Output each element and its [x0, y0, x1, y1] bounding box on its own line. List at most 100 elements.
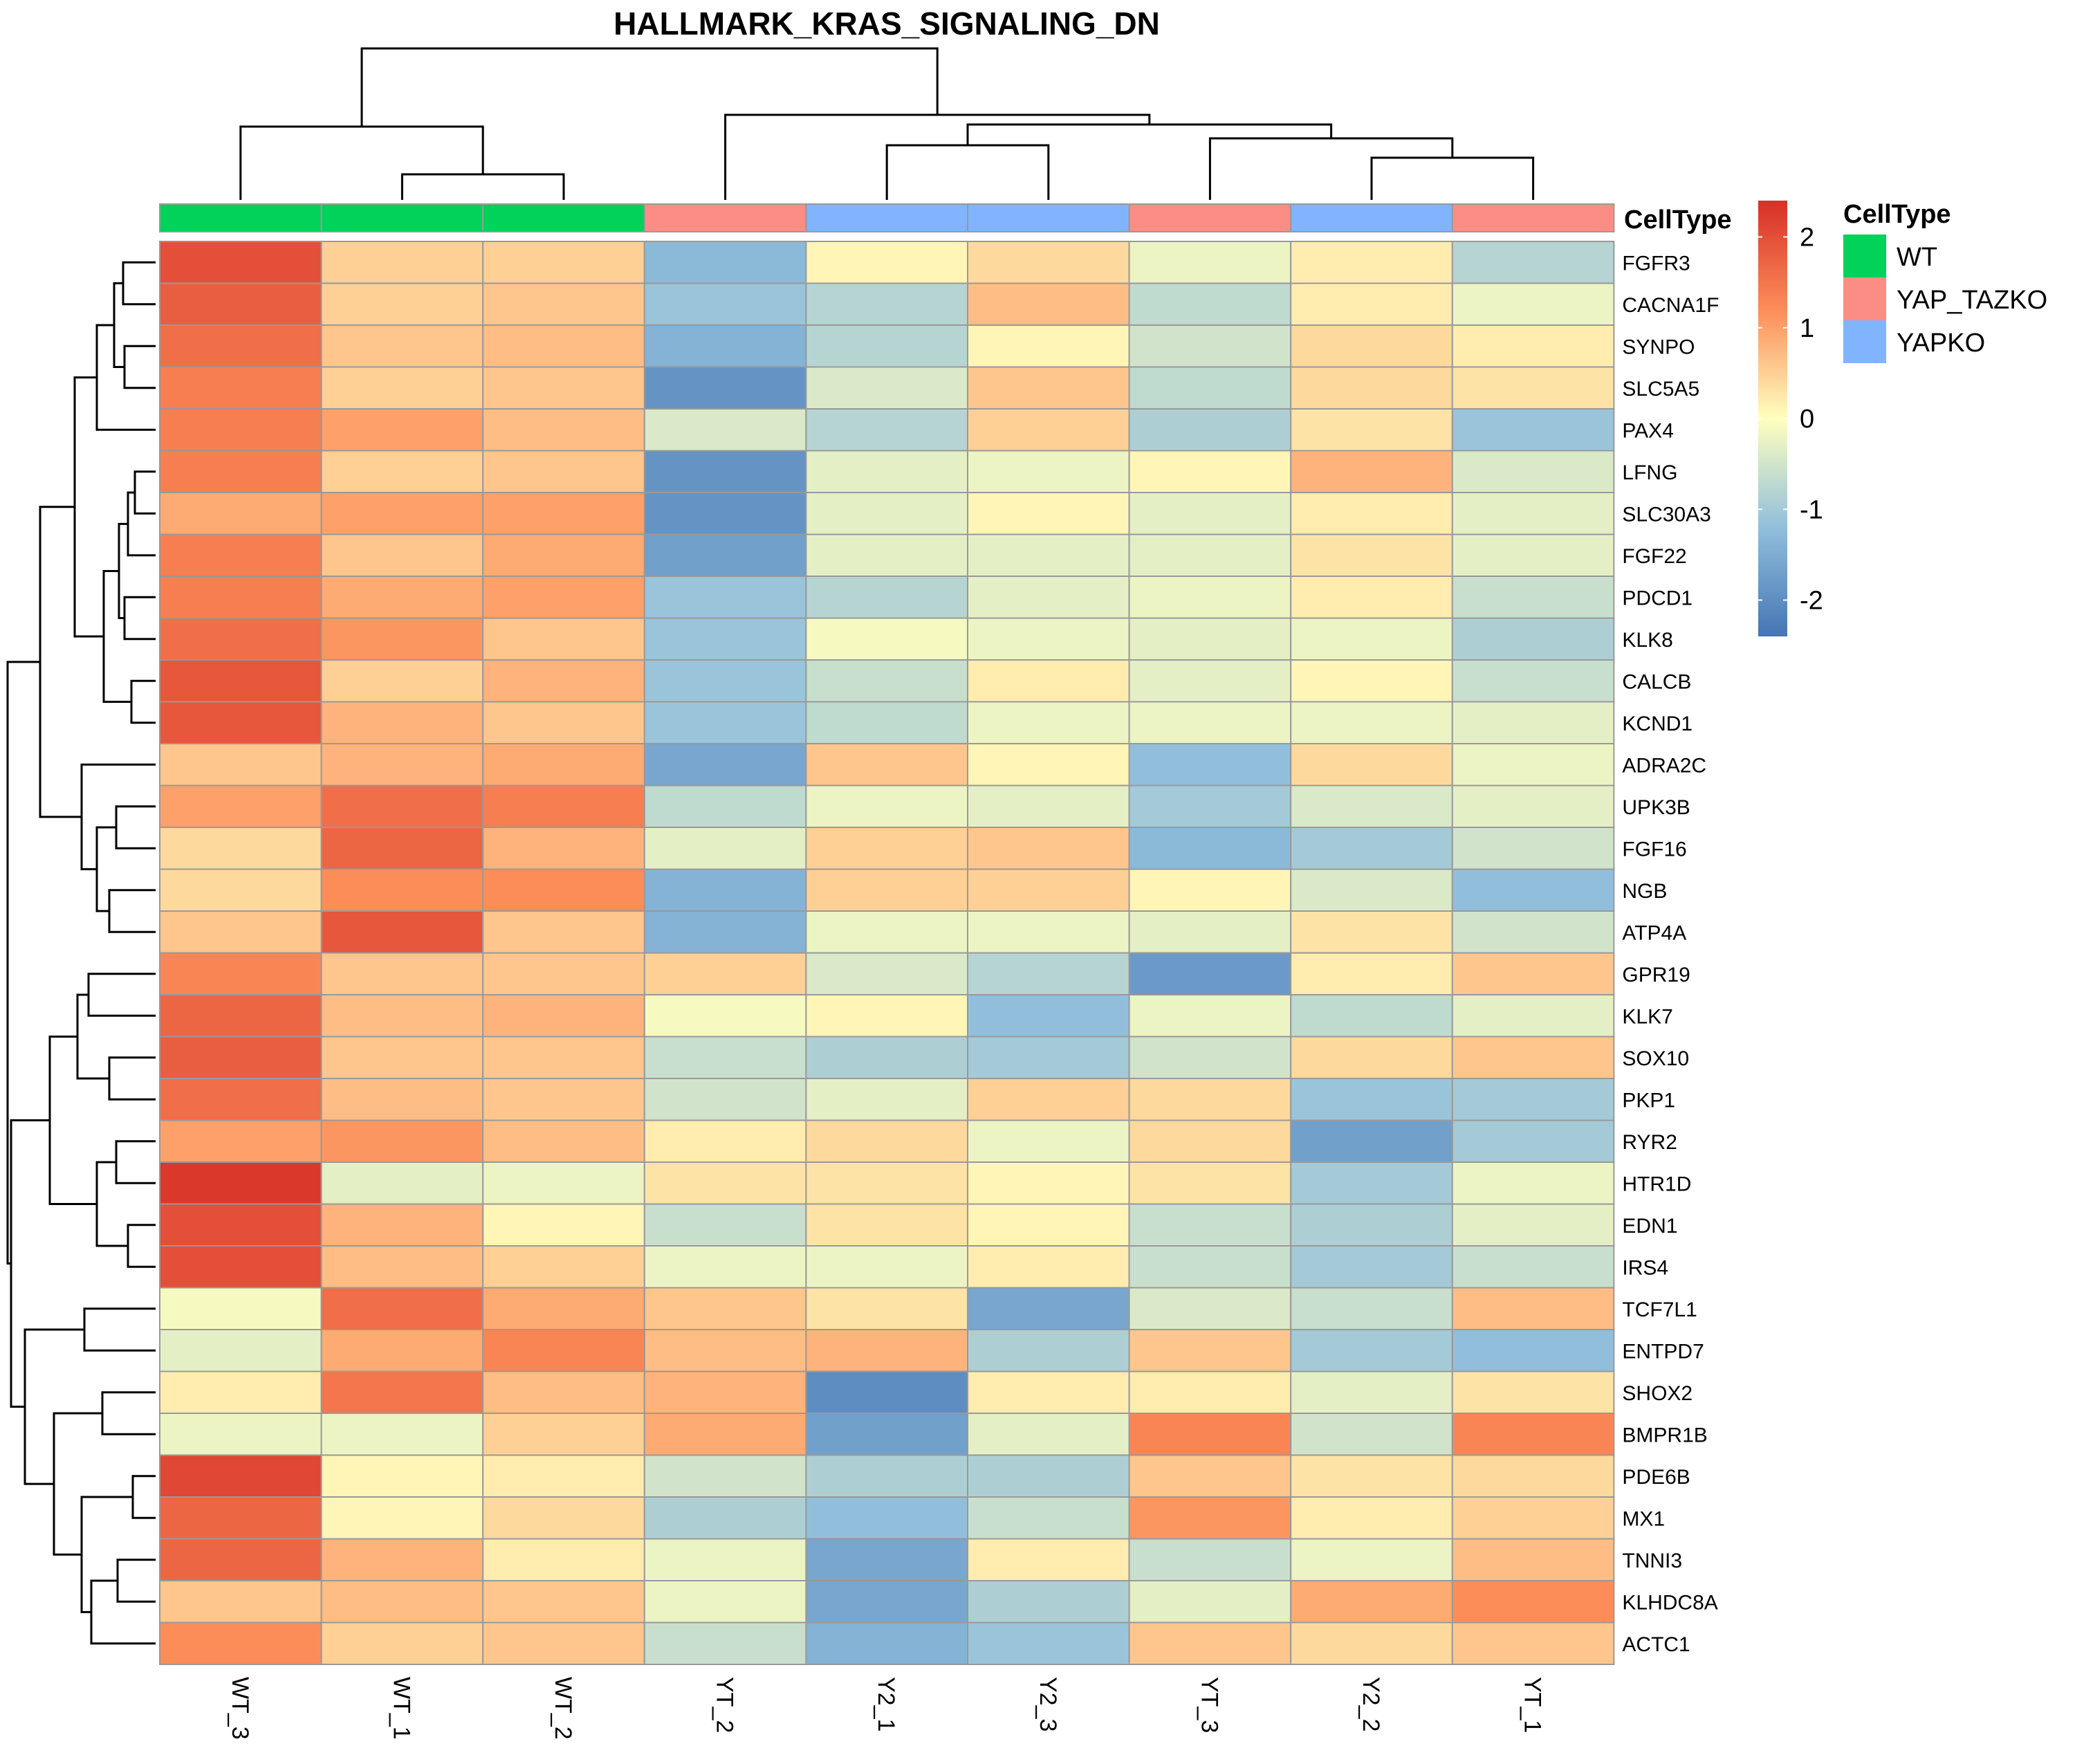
heatmap-cell: [482, 994, 645, 1038]
heatmap-cell: [1290, 324, 1453, 368]
heatmap-cell: [159, 576, 322, 619]
heatmap-cell: [1290, 1580, 1453, 1624]
row-label: IRS4: [1622, 1256, 1668, 1279]
heatmap-cell: [805, 743, 969, 787]
heatmap-cell: [320, 1245, 484, 1289]
heatmap-cell: [159, 1621, 322, 1665]
heatmap-cell: [482, 1036, 645, 1079]
column-label: YT_1: [1520, 1677, 1546, 1733]
heatmap-cell: [1451, 1621, 1615, 1665]
heatmap-cell: [643, 910, 807, 954]
dendrogram-link: [122, 261, 156, 306]
annotation-cell: [1290, 203, 1453, 232]
heatmap-cell: [1290, 1119, 1453, 1163]
column-label: Y2_2: [1358, 1677, 1384, 1731]
heatmap-cell: [482, 743, 645, 787]
heatmap-cell: [805, 324, 969, 368]
heatmap-cell: [159, 1538, 322, 1581]
heatmap-cell: [805, 1078, 969, 1121]
heatmap-cell: [482, 533, 645, 577]
heatmap-cell: [1290, 450, 1453, 493]
heatmap-cell: [967, 1036, 1130, 1079]
heatmap-cell: [159, 324, 322, 368]
row-label: EDN1: [1622, 1215, 1677, 1238]
heatmap-cell: [320, 827, 484, 870]
heatmap-cell: [482, 241, 645, 284]
heatmap-cell: [1290, 1161, 1453, 1205]
row-label: PDE6B: [1622, 1466, 1690, 1489]
heatmap-cell: [320, 868, 484, 912]
heatmap-cell: [1451, 1329, 1615, 1372]
heatmap-cell: [482, 701, 645, 744]
heatmap-cell: [967, 1413, 1130, 1456]
dendrogram-link: [87, 973, 156, 1017]
heatmap-cell: [643, 282, 807, 326]
heatmap-cell: [320, 659, 484, 703]
dendrogram-link: [133, 470, 156, 515]
heatmap-cell: [159, 1329, 322, 1372]
heatmap-cell: [643, 701, 807, 744]
row-label: NGB: [1622, 880, 1667, 903]
heatmap-cell: [320, 1119, 484, 1163]
heatmap-cell: [805, 1454, 969, 1498]
annotation-cell: [643, 203, 807, 232]
heatmap-cell: [1290, 1203, 1453, 1247]
heatmap-cell: [805, 827, 969, 870]
heatmap-cell: [1128, 408, 1292, 452]
heatmap-cell: [967, 617, 1130, 661]
heatmap-cell: [1451, 743, 1615, 787]
heatmap-cell: [1290, 827, 1453, 870]
heatmap-cell: [320, 241, 484, 284]
heatmap-cell: [1451, 1245, 1615, 1289]
heatmap-cell: [159, 533, 322, 577]
heatmap-cell: [805, 1496, 969, 1540]
heatmap-cell: [159, 1454, 322, 1498]
dendrogram-link: [885, 144, 1050, 200]
heatmap-cell: [805, 576, 969, 619]
heatmap-cell: [159, 994, 322, 1038]
heatmap-cell: [482, 450, 645, 493]
heatmap-cell: [643, 1203, 807, 1247]
heatmap-cell: [967, 282, 1130, 326]
heatmap-cell: [482, 1454, 645, 1498]
heatmap-cell: [1451, 1370, 1615, 1414]
heatmap-cell: [1451, 1538, 1615, 1581]
heatmap-cell: [643, 617, 807, 661]
heatmap-cell: [482, 1203, 645, 1247]
row-label: GPR19: [1622, 964, 1690, 986]
legend-item-label: YAP_TAZKO: [1897, 286, 2047, 315]
scale-tick-label: 2: [1800, 223, 1814, 252]
chart-title: HALLMARK_KRAS_SIGNALING_DN: [614, 6, 1160, 42]
annotation-cell: [159, 203, 322, 232]
heatmap-cell: [967, 1370, 1130, 1414]
heatmap-cell: [1128, 1580, 1292, 1624]
heatmap-cell: [320, 1413, 484, 1456]
heatmap-cell: [643, 241, 807, 284]
heatmap-cell: [1290, 994, 1453, 1038]
heatmap-cell: [1128, 282, 1292, 326]
row-label: FGFR3: [1622, 252, 1690, 275]
heatmap-cell: [320, 701, 484, 744]
heatmap-cells: [159, 241, 1615, 1665]
heatmap-cell: [1451, 450, 1615, 493]
dendrogram-link: [116, 1559, 156, 1603]
heatmap-cell: [805, 952, 969, 995]
heatmap-cell: [805, 1329, 969, 1372]
heatmap-cell: [159, 1203, 322, 1247]
row-label: UPK3B: [1622, 796, 1690, 819]
heatmap-cell: [159, 1245, 322, 1289]
heatmap-cell: [805, 617, 969, 661]
heatmap-cell: [159, 1036, 322, 1079]
row-label: SHOX2: [1622, 1382, 1693, 1405]
heatmap-cell: [1290, 282, 1453, 326]
heatmap-cell: [159, 910, 322, 954]
heatmap-cell: [482, 1370, 645, 1414]
heatmap-cell: [967, 1621, 1130, 1665]
heatmap-cell: [159, 282, 322, 326]
heatmap-cell: [805, 241, 969, 284]
heatmap-cell: [482, 868, 645, 912]
heatmap-cell: [159, 408, 322, 452]
heatmap-cell: [805, 994, 969, 1038]
color-scale-bar: [1758, 201, 1787, 636]
heatmap-cell: [1451, 1580, 1615, 1624]
